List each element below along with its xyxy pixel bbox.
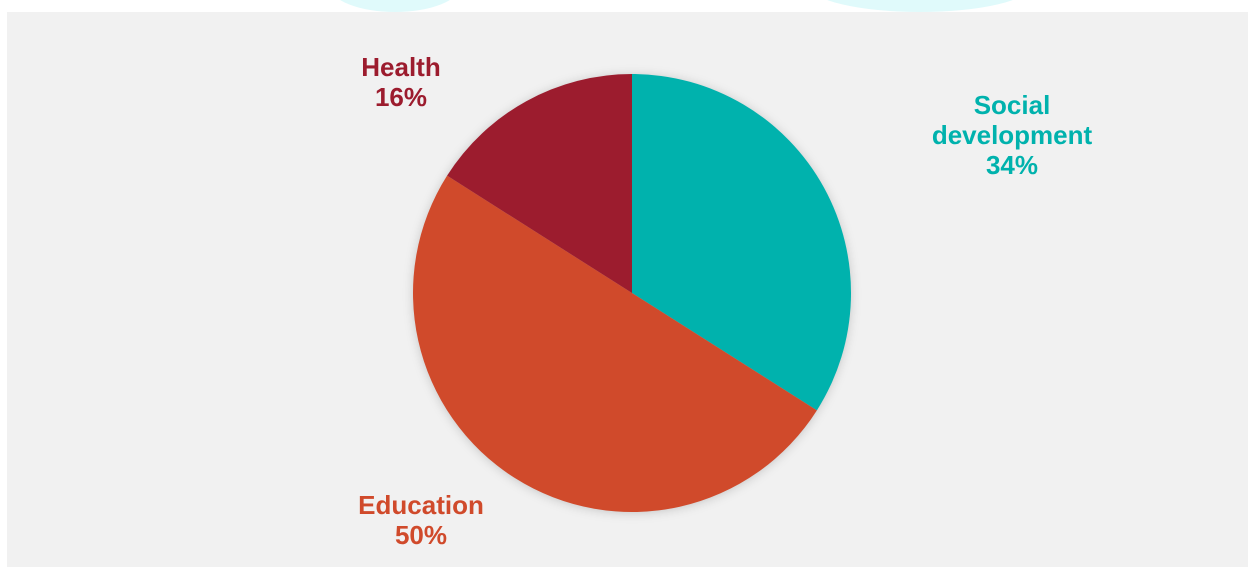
slice-label-line: development — [931, 120, 1093, 150]
slice-value-label: 50% — [394, 520, 448, 550]
slice-label-health: Health 16% — [361, 52, 440, 112]
slice-value-label: 34% — [985, 150, 1039, 180]
slice-label-line: Education — [358, 490, 484, 520]
slice-value-label: 16% — [374, 82, 428, 112]
pie-slices — [413, 74, 851, 512]
slice-label-line: Social — [973, 90, 1051, 120]
slice-label-line: Health — [361, 52, 441, 82]
slice-label-education: Education 50% — [358, 490, 484, 550]
pie-slice-education — [413, 175, 817, 512]
slice-label-social-development: Social development 34% — [932, 90, 1092, 180]
pie-slice-health — [447, 74, 632, 293]
pie-slice-social-development — [632, 74, 851, 411]
